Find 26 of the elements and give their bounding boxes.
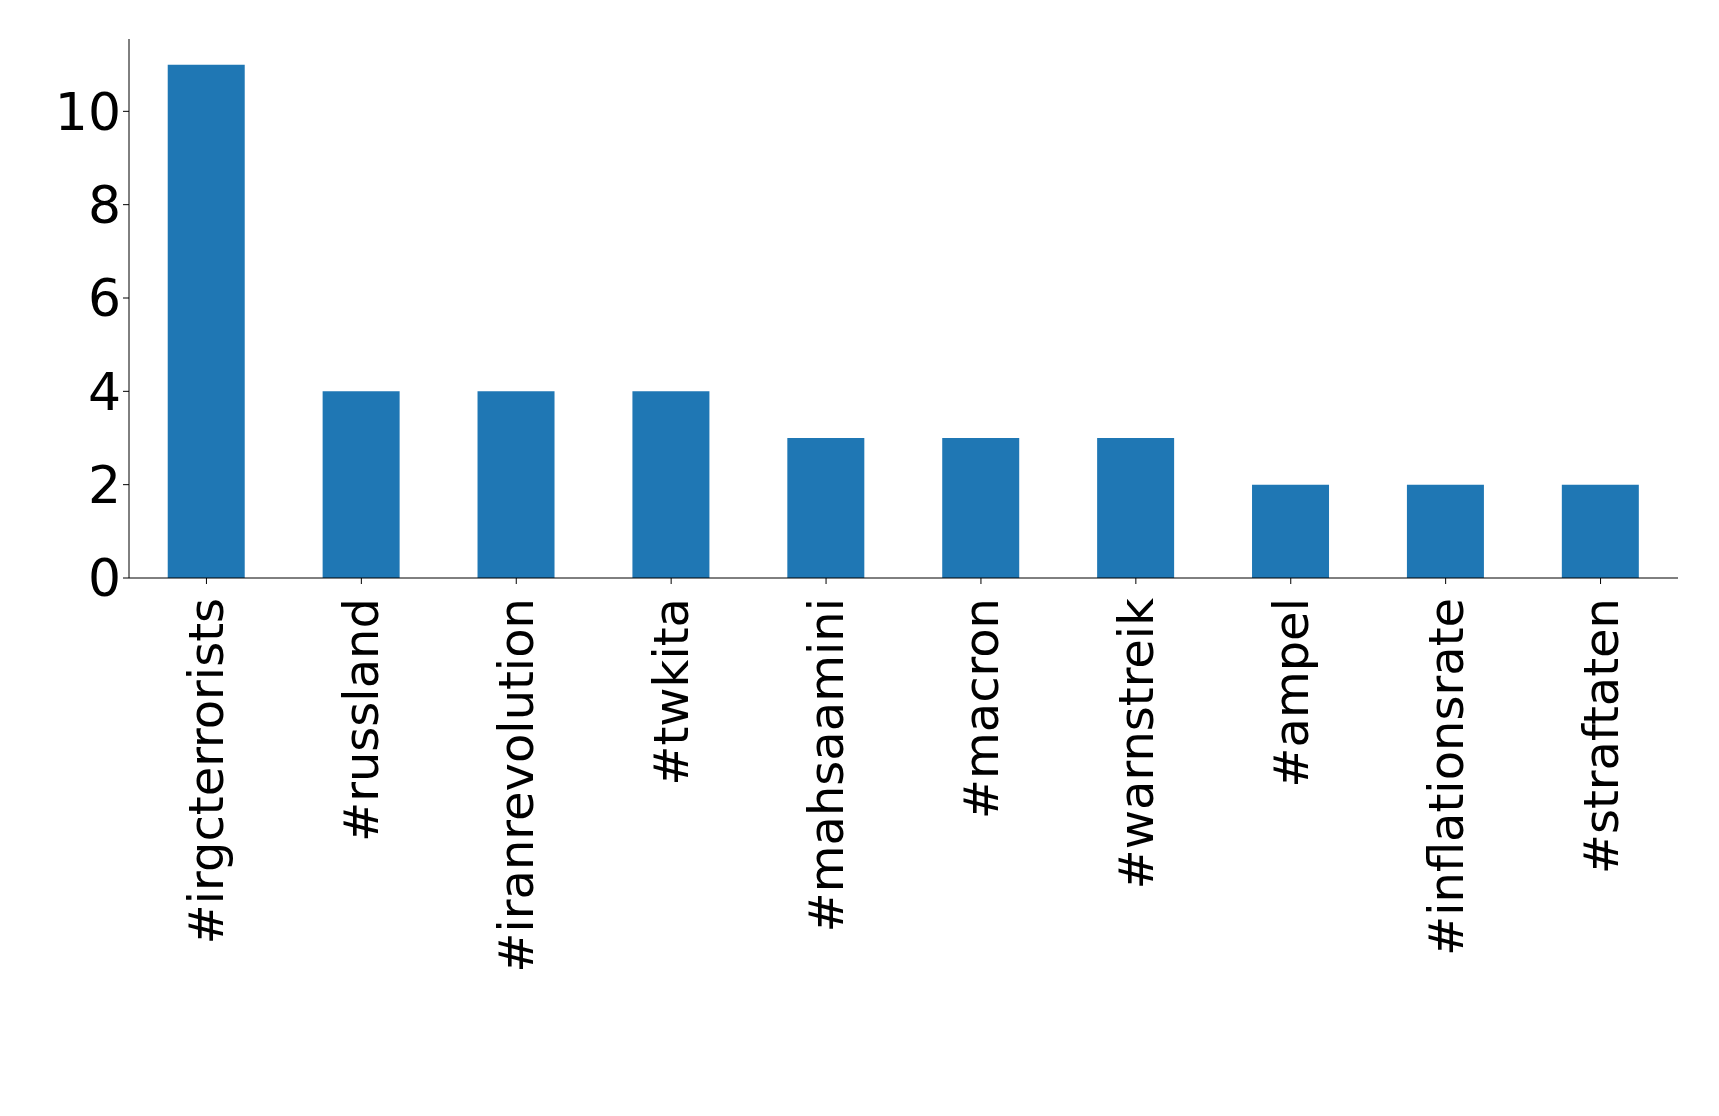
x-tick-label: #russland (333, 598, 390, 843)
x-tick-label: #iranrevolution (488, 598, 545, 973)
x-tick-label: #straftaten (1572, 598, 1629, 875)
x-tick-label: #irgcterrorists (178, 598, 235, 945)
y-tick-label: 6 (87, 268, 121, 329)
y-tick-label: 2 (87, 455, 121, 516)
x-tick-label: #ampel (1262, 598, 1319, 788)
y-tick-label: 10 (54, 81, 121, 142)
bar (167, 64, 245, 578)
y-tick-label: 4 (87, 361, 121, 422)
x-tick-label: #mahsaamini (798, 598, 855, 933)
bar (1561, 484, 1639, 578)
y-tick-label: 8 (87, 175, 121, 236)
bar (787, 438, 865, 578)
bar (1252, 484, 1330, 578)
bar (322, 391, 400, 578)
bar (1097, 438, 1175, 578)
x-tick-label: #macron (952, 598, 1009, 820)
bar (942, 438, 1020, 578)
y-tick-label: 0 (87, 548, 121, 609)
bar (477, 391, 555, 578)
x-tick-label: #warnstreik (1107, 597, 1164, 890)
x-tick-label: #inflationsrate (1417, 598, 1474, 957)
bar (632, 391, 710, 578)
bar (1406, 484, 1484, 578)
x-tick-label: #twkita (643, 598, 700, 786)
